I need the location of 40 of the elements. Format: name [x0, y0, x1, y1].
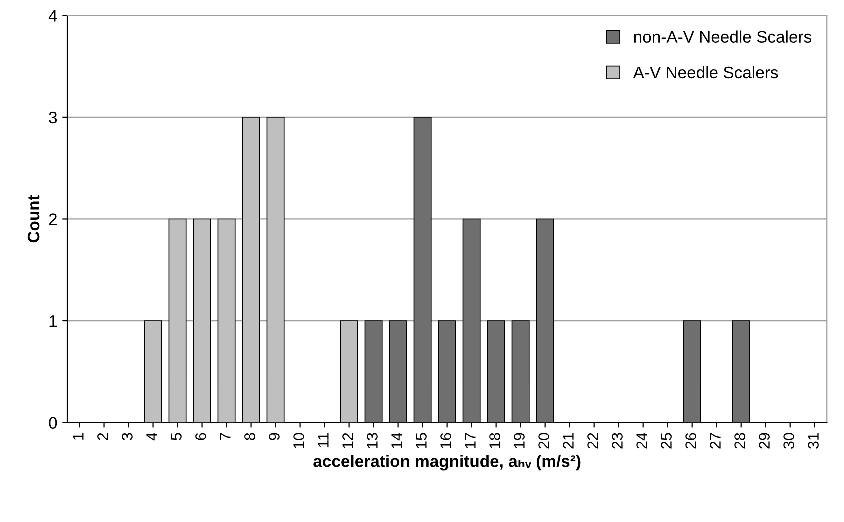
x-tick-label: 17 — [465, 433, 476, 448]
x-tick-label: 14 — [392, 432, 402, 448]
x-tick-label: 11 — [318, 433, 329, 448]
x-tick-label: 9 — [269, 433, 280, 440]
x-tick-label: 4 — [146, 432, 158, 441]
legend-label: A-V Needle Scalers — [633, 66, 778, 79]
y-tick-label: 2 — [49, 214, 57, 226]
x-tick-label: 13 — [367, 433, 378, 448]
x-tick-label: 15 — [416, 433, 427, 448]
x-tick-label: 2 — [98, 433, 108, 440]
x-tick-label: 28 — [734, 433, 746, 449]
x-tick-label: 24 — [636, 432, 648, 449]
x-tick-label: 8 — [244, 433, 256, 440]
y-axis-title: Count — [28, 195, 40, 243]
legend-label: non-A-V Needle Scalers — [634, 30, 812, 43]
x-tick-label: 6 — [196, 433, 206, 440]
x-tick-label: 1 — [73, 433, 84, 440]
y-tick-label: 3 — [49, 112, 58, 124]
y-tick-label: 1 — [50, 316, 57, 328]
x-tick-label: 10 — [294, 433, 304, 448]
x-tick-label: 12 — [342, 433, 354, 448]
x-tick-label: 31 — [808, 433, 819, 449]
x-tick-label: 29 — [759, 433, 770, 449]
x-tick-label: 5 — [171, 433, 182, 440]
x-tick-label: 19 — [514, 433, 525, 448]
x-tick-label: 27 — [710, 433, 721, 449]
x-tick-label: 23 — [612, 433, 623, 449]
x-tick-label: 30 — [784, 433, 794, 449]
x-tick-label: 20 — [538, 433, 550, 449]
y-tick-label: 4 — [48, 10, 58, 22]
x-tick-label: 21 — [563, 433, 574, 449]
x-tick-label: 22 — [588, 433, 598, 449]
x-tick-label: 26 — [686, 433, 696, 449]
x-axis-title: acceleration magnitude, aₕᵥ (m/s²) — [314, 455, 581, 471]
x-tick-label: 25 — [661, 433, 672, 449]
x-tick-label: 16 — [440, 433, 452, 448]
x-tick-label: 3 — [122, 433, 133, 440]
x-tick-label: 7 — [220, 433, 231, 440]
x-tick-label: 18 — [490, 433, 500, 448]
y-tick-label: 0 — [49, 417, 58, 430]
